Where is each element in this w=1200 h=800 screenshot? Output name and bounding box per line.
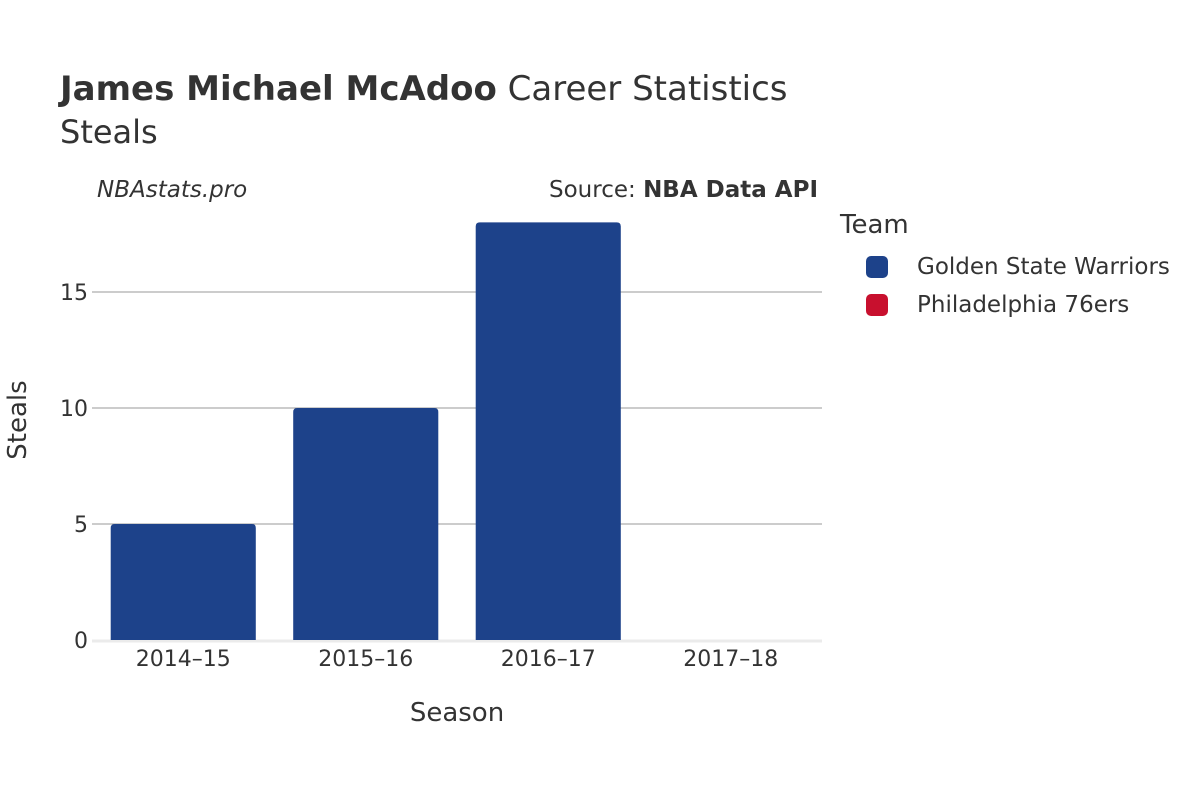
legend-title: Team xyxy=(840,210,909,240)
legend-label-phi: Philadelphia 76ers xyxy=(917,292,1130,318)
source-credit: Source: NBA Data API xyxy=(549,177,818,203)
x-tick-labels: 2014–15 2015–16 2016–17 2017–18 xyxy=(136,647,778,672)
x-axis-label: Season xyxy=(410,698,504,728)
y-tick-10: 10 xyxy=(60,397,88,422)
chart-subtitle: Steals xyxy=(60,113,158,151)
y-tick-labels: 0 5 10 15 xyxy=(60,281,88,654)
x-tick-2014–15: 2014–15 xyxy=(136,647,231,672)
bar-2016–17-0[interactable] xyxy=(475,222,621,640)
y-tick-5: 5 xyxy=(74,513,88,538)
y-tick-15: 15 xyxy=(60,281,88,306)
chart-title-player: James Michael McAdoo xyxy=(60,69,497,109)
bar-2014–15-0[interactable] xyxy=(110,524,256,640)
chart-title-rest: Career Statistics xyxy=(496,69,788,109)
chart-title: James Michael McAdoo Career Statistics xyxy=(60,68,788,110)
legend-label-gsw: Golden State Warriors xyxy=(917,254,1170,280)
source-prefix: Source: xyxy=(549,177,644,203)
brand-credit: NBAstats.pro xyxy=(97,177,248,203)
legend-item-golden-state-warriors[interactable]: Golden State Warriors xyxy=(866,254,1170,280)
y-axis-label: Steals xyxy=(3,380,33,459)
x-tick-2015–16: 2015–16 xyxy=(318,647,413,672)
x-tick-2017–18: 2017–18 xyxy=(683,647,778,672)
x-tick-2016–17: 2016–17 xyxy=(501,647,596,672)
bar-2015–16-0[interactable] xyxy=(293,408,439,640)
legend-swatch-gsw xyxy=(866,256,888,278)
y-tick-0: 0 xyxy=(74,629,88,654)
legend-item-philadelphia-76ers[interactable]: Philadelphia 76ers xyxy=(866,292,1129,318)
legend-swatch-phi xyxy=(866,294,888,316)
bars xyxy=(110,222,621,640)
source-name: NBA Data API xyxy=(643,177,818,203)
